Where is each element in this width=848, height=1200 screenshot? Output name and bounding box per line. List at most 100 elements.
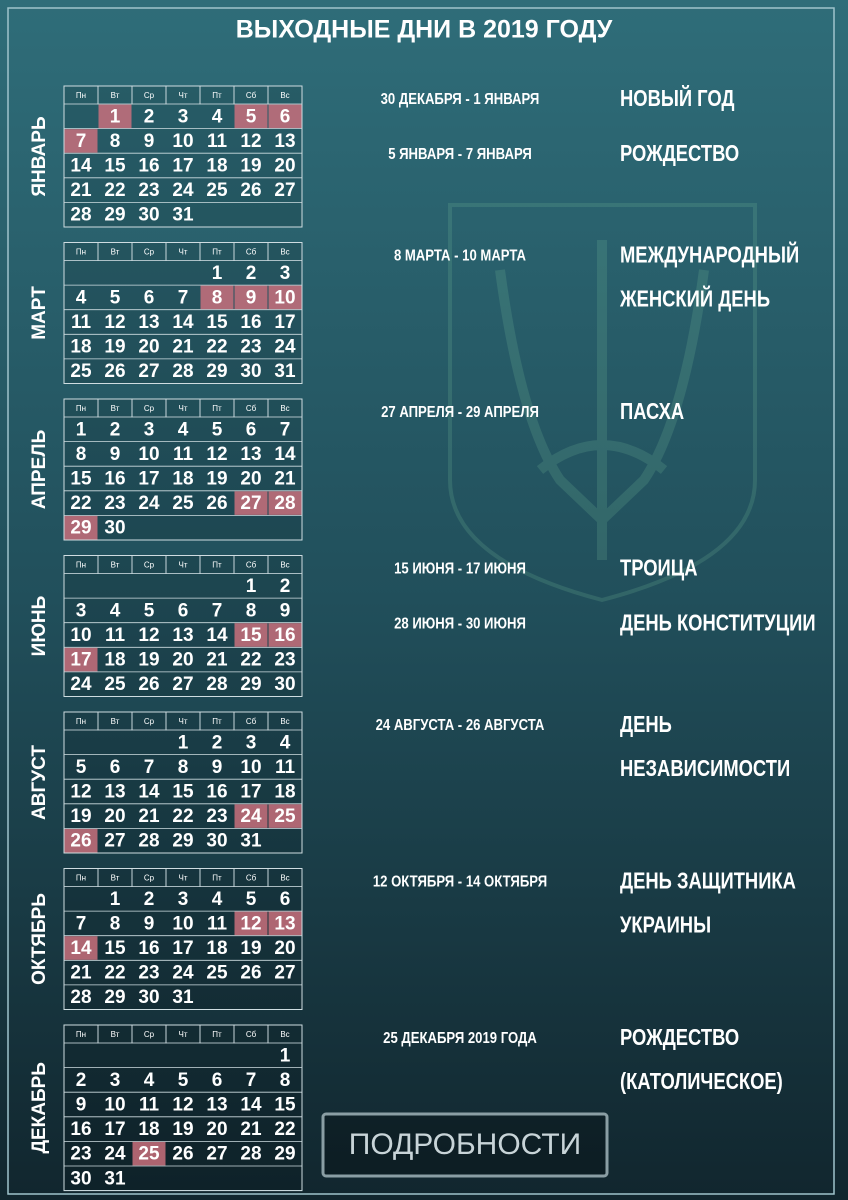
day: 3 [144, 419, 155, 440]
day: 20 [274, 156, 295, 177]
holiday-cell [268, 623, 302, 647]
day: 2 [110, 419, 121, 440]
holiday-dates: 25 ДЕКАБРЯ 2019 ГОДА [383, 1030, 537, 1047]
holiday-cell [234, 104, 268, 129]
weekday: Чт [179, 404, 188, 413]
day: 19 [104, 337, 125, 358]
day: 12 [240, 913, 261, 934]
weekday: Сб [246, 1030, 257, 1039]
day: 19 [206, 469, 227, 490]
day: 3 [76, 600, 87, 621]
weekday: Вт [111, 874, 120, 883]
weekday: Ср [144, 404, 155, 413]
day: 1 [76, 419, 87, 440]
day: 11 [71, 312, 92, 333]
day: 23 [104, 493, 125, 514]
weekday: Вс [280, 248, 289, 257]
day: 8 [110, 131, 121, 152]
day: 15 [104, 938, 126, 959]
day: 21 [274, 469, 296, 490]
weekday: Сб [246, 91, 257, 100]
weekday: Пт [212, 248, 222, 257]
day: 30 [138, 987, 159, 1008]
weekday-cell [267, 1024, 303, 1044]
holiday-cell [268, 911, 302, 936]
day: 26 [70, 831, 91, 852]
day: 17 [274, 312, 295, 333]
day: 12 [206, 444, 227, 465]
weekday: Вс [280, 404, 289, 413]
holiday-cell [64, 647, 98, 672]
month-name: АВГУСТ [29, 745, 50, 820]
day: 21 [138, 806, 160, 827]
day: 22 [104, 963, 125, 984]
weekday: Ср [144, 561, 155, 570]
day: 27 [138, 361, 159, 382]
day: 24 [70, 674, 92, 695]
day: 25 [206, 963, 228, 984]
weekday: Вс [280, 717, 289, 726]
day: 14 [274, 444, 296, 465]
day: 3 [110, 1070, 121, 1091]
day: 23 [70, 1144, 91, 1165]
day: 25 [172, 493, 194, 514]
weekday: Пн [76, 717, 86, 726]
day: 25 [70, 361, 92, 382]
calendar-frame [63, 242, 303, 384]
day: 11 [139, 1095, 160, 1116]
day: 18 [274, 782, 295, 803]
day: 28 [172, 361, 193, 382]
day: 5 [246, 889, 257, 910]
day: 9 [110, 444, 121, 465]
holiday-dates: 24 АВГУСТА - 26 АВГУСТА [376, 717, 545, 734]
weekday: Вс [280, 1030, 289, 1039]
day: 6 [280, 106, 291, 127]
holiday-cell [64, 515, 98, 540]
day: 6 [178, 600, 189, 621]
weekday: Вт [111, 1030, 120, 1039]
day: 13 [206, 1095, 227, 1116]
day: 2 [144, 106, 155, 127]
day: 24 [172, 963, 194, 984]
holiday-cell [200, 285, 234, 310]
holiday-name: (КАТОЛИЧЕСКОЕ) [620, 1069, 783, 1094]
weekday: Вс [280, 561, 289, 570]
day: 6 [212, 1070, 223, 1091]
holiday-cell [64, 828, 98, 853]
day: 31 [240, 831, 262, 852]
day: 4 [212, 106, 223, 127]
holiday-name: МЕЖДУНАРОДНЫЙ [620, 242, 799, 269]
day: 28 [274, 493, 295, 514]
calendar-frame [63, 1024, 303, 1192]
day: 16 [274, 625, 295, 646]
day: 11 [105, 625, 126, 646]
weekday: Вт [111, 404, 120, 413]
day: 3 [178, 106, 189, 127]
day: 17 [70, 650, 91, 671]
day: 12 [240, 131, 261, 152]
day: 27 [274, 963, 295, 984]
day: 3 [246, 732, 257, 753]
day: 20 [206, 1119, 227, 1140]
day: 9 [280, 600, 291, 621]
weekday: Вт [111, 717, 120, 726]
weekday: Чт [179, 874, 188, 883]
day: 10 [104, 1095, 125, 1116]
weekday: Ср [144, 717, 155, 726]
calendar-frame [63, 868, 303, 1010]
holiday-name: ПАСХА [620, 399, 684, 424]
day: 30 [274, 674, 295, 695]
day: 18 [206, 938, 227, 959]
holiday-cell [64, 129, 98, 153]
day: 11 [207, 913, 228, 934]
holiday-dates: 12 ОКТЯБРЯ - 14 ОКТЯБРЯ [373, 874, 547, 891]
holiday-name: НЕЗАВИСИМОСТИ [620, 756, 790, 781]
month-name: МАРТ [29, 286, 50, 340]
day: 3 [280, 263, 291, 284]
day: 5 [178, 1070, 189, 1091]
holiday-cell [268, 285, 302, 310]
day: 26 [172, 1144, 193, 1165]
day: 22 [274, 1119, 295, 1140]
